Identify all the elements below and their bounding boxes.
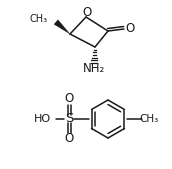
- Text: HO: HO: [34, 114, 51, 124]
- Text: O: O: [125, 21, 135, 34]
- Text: CH₃: CH₃: [30, 14, 48, 24]
- Text: O: O: [82, 6, 92, 19]
- Polygon shape: [54, 20, 70, 34]
- Text: CH₃: CH₃: [139, 114, 159, 124]
- Text: S: S: [65, 113, 73, 126]
- Text: O: O: [64, 132, 74, 146]
- Text: O: O: [64, 92, 74, 105]
- Text: NH₂: NH₂: [83, 63, 105, 76]
